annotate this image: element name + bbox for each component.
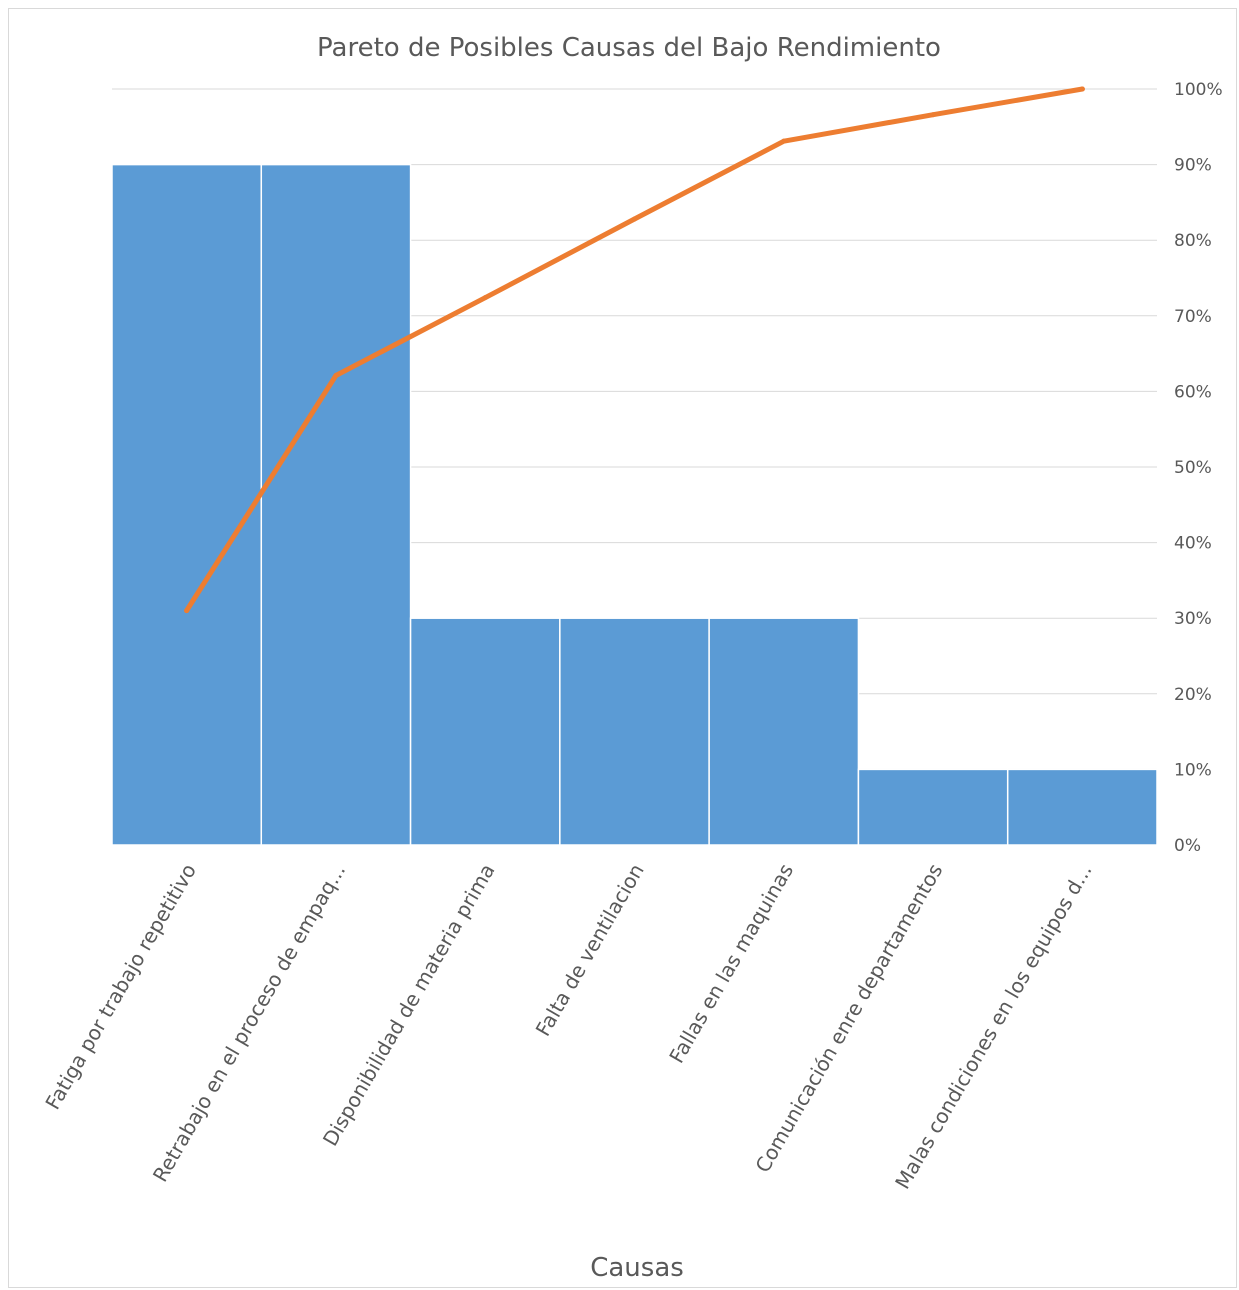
bar — [111, 163, 263, 846]
bar — [708, 617, 860, 846]
category-label: Fallas en las maquinas — [664, 860, 798, 1068]
y2-tick-label: 70% — [1174, 307, 1212, 327]
line-point — [1079, 86, 1085, 92]
y2-tick-label: 80% — [1174, 231, 1212, 251]
y2-tick-label: 90% — [1174, 156, 1212, 176]
category-label: Comunicación enre departamentos — [750, 860, 947, 1177]
secondary-axis-ticks: 0% 10% 20% 30% 40% 50% 60% 70% 80% 90% 100% — [1174, 80, 1223, 856]
bar — [857, 768, 1009, 846]
y2-tick-label: 50% — [1174, 458, 1212, 478]
bar — [559, 617, 710, 846]
line-point — [482, 295, 488, 301]
line-point — [781, 138, 787, 144]
y2-tick-label: 60% — [1174, 382, 1212, 402]
category-label: Falta de ventilacion — [531, 860, 649, 1041]
y2-tick-label: 40% — [1174, 534, 1212, 554]
y2-tick-label: 0% — [1174, 836, 1201, 856]
bars — [111, 163, 1158, 846]
cumulative-line — [184, 86, 1085, 614]
category-label: Disponibilidad de materia prima — [318, 860, 500, 1151]
y2-tick-label: 30% — [1174, 609, 1212, 629]
line-point — [333, 373, 339, 379]
bar — [260, 163, 412, 846]
y2-tick-label: 100% — [1174, 80, 1223, 100]
line-point — [184, 608, 190, 614]
y2-tick-label: 20% — [1174, 685, 1212, 705]
x-axis-label: Causas — [590, 1253, 684, 1283]
category-label: Fatiga por trabajo repetitivo — [40, 860, 201, 1114]
line-point — [930, 112, 936, 118]
bar — [409, 617, 561, 846]
line-point — [632, 216, 637, 222]
chart-title: Pareto de Posibles Causas del Bajo Rendi… — [317, 33, 941, 63]
bar — [1006, 768, 1158, 846]
y2-tick-label: 10% — [1174, 760, 1212, 780]
